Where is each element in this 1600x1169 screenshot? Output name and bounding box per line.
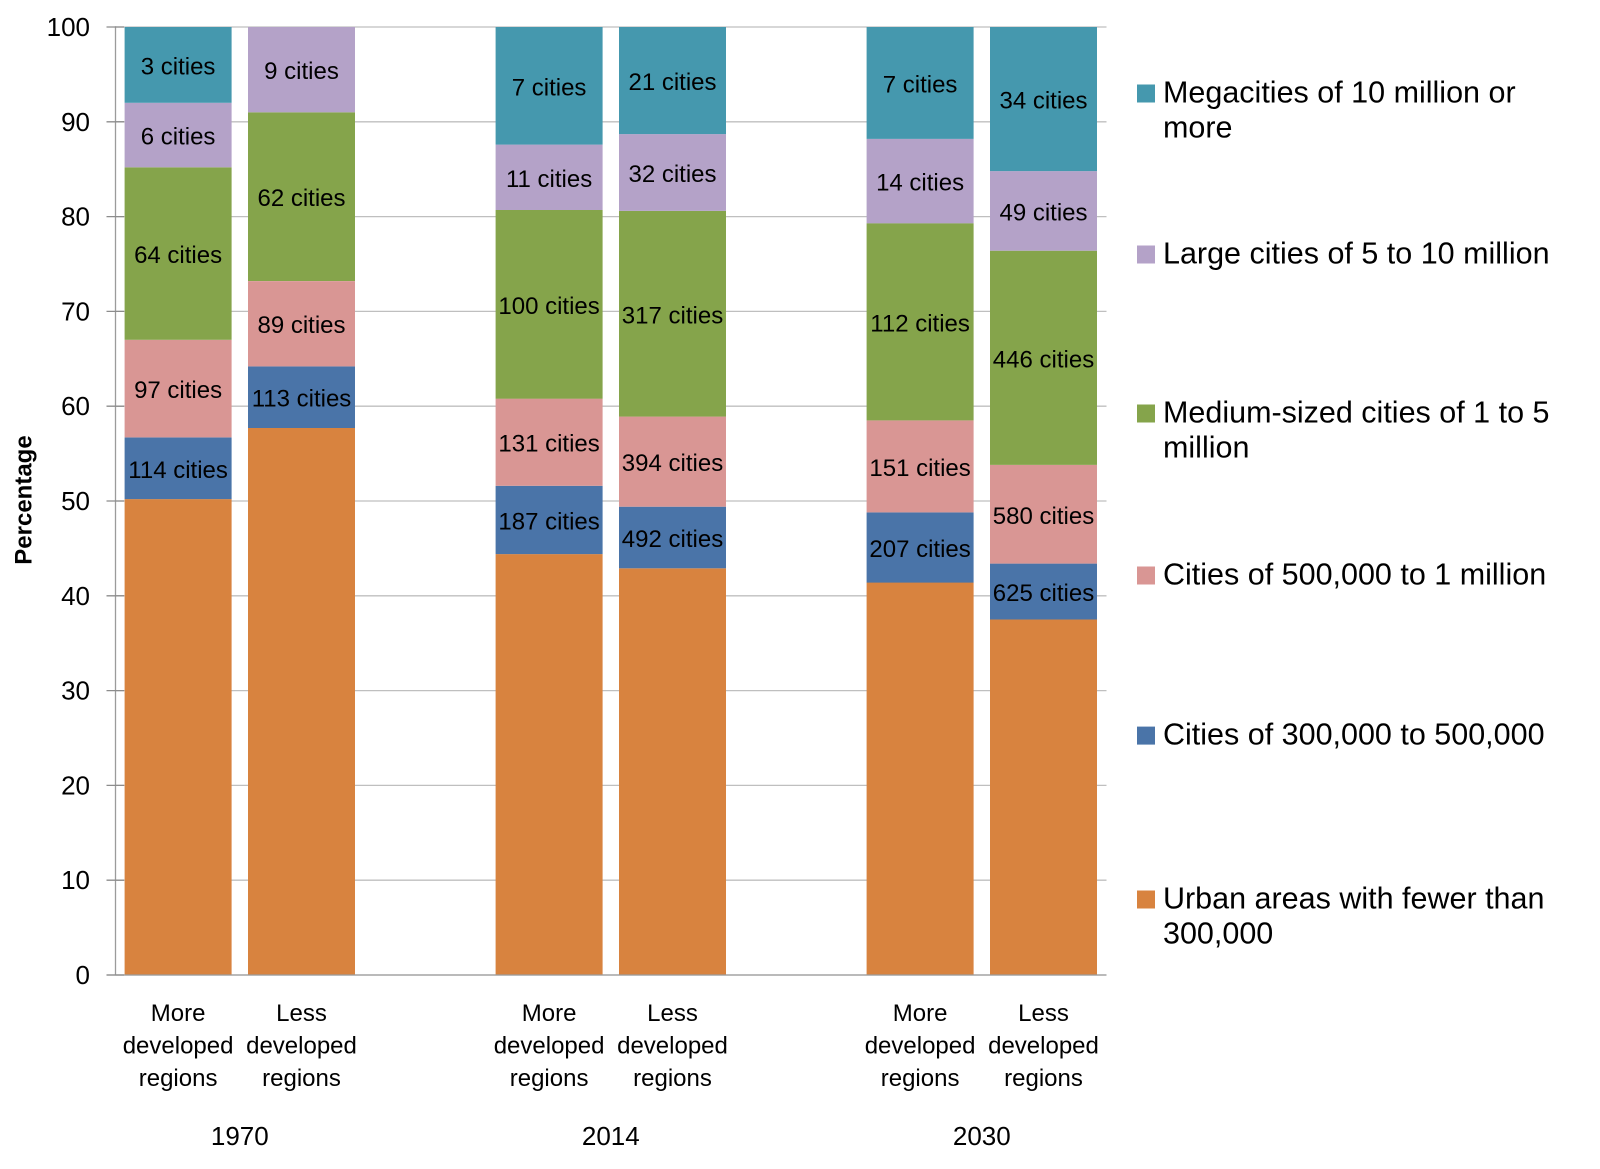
svg-text:Urban areas with fewer than: Urban areas with fewer than: [1163, 882, 1544, 916]
svg-text:187 cities: 187 cities: [498, 509, 599, 536]
svg-text:Less: Less: [647, 1000, 698, 1027]
svg-text:regions: regions: [139, 1065, 218, 1092]
svg-text:446 cities: 446 cities: [993, 346, 1094, 373]
svg-text:Cities of 500,000 to 1 million: Cities of 500,000 to 1 million: [1163, 558, 1546, 592]
svg-text:Medium-sized cities of 1 to 5: Medium-sized cities of 1 to 5: [1163, 396, 1550, 430]
svg-text:6 cities: 6 cities: [141, 124, 216, 151]
svg-text:300,000: 300,000: [1163, 917, 1273, 951]
svg-text:more: more: [1163, 111, 1233, 145]
svg-text:60: 60: [61, 391, 90, 421]
svg-text:11 cities: 11 cities: [506, 166, 592, 193]
svg-text:62 cities: 62 cities: [257, 185, 345, 212]
svg-text:Megacities of 10 million or: Megacities of 10 million or: [1163, 76, 1516, 110]
svg-text:97 cities: 97 cities: [134, 377, 222, 404]
svg-text:70: 70: [61, 296, 90, 326]
svg-text:regions: regions: [881, 1065, 960, 1092]
svg-text:million: million: [1163, 431, 1249, 465]
svg-text:regions: regions: [1004, 1065, 1083, 1092]
svg-text:3 cities: 3 cities: [141, 53, 216, 80]
svg-text:More: More: [522, 1000, 577, 1027]
svg-text:30: 30: [61, 676, 90, 706]
svg-text:Cities of 300,000 to 500,000: Cities of 300,000 to 500,000: [1163, 718, 1545, 752]
svg-text:developed: developed: [123, 1033, 234, 1060]
svg-text:10: 10: [61, 865, 90, 895]
svg-text:More: More: [893, 1000, 948, 1027]
svg-text:Less: Less: [1018, 1000, 1069, 1027]
svg-text:90: 90: [61, 107, 90, 137]
svg-text:regions: regions: [262, 1065, 341, 1092]
svg-text:100 cities: 100 cities: [498, 293, 599, 320]
svg-text:2030: 2030: [953, 1121, 1011, 1151]
svg-text:49 cities: 49 cities: [999, 199, 1087, 226]
svg-text:100: 100: [47, 12, 90, 42]
svg-text:Less: Less: [276, 1000, 327, 1027]
svg-text:Large cities of 5 to 10 millio: Large cities of 5 to 10 million: [1163, 237, 1550, 271]
svg-text:151 cities: 151 cities: [869, 455, 970, 482]
svg-text:32 cities: 32 cities: [628, 161, 716, 188]
svg-text:207 cities: 207 cities: [869, 536, 970, 563]
svg-text:More: More: [151, 1000, 206, 1027]
svg-text:developed: developed: [246, 1033, 357, 1060]
svg-text:80: 80: [61, 202, 90, 232]
svg-text:developed: developed: [865, 1033, 976, 1060]
svg-text:2014: 2014: [582, 1121, 640, 1151]
svg-text:developed: developed: [988, 1033, 1099, 1060]
svg-text:113 cities: 113 cities: [252, 386, 352, 413]
svg-text:0: 0: [76, 960, 90, 990]
svg-text:21 cities: 21 cities: [628, 69, 716, 96]
svg-text:regions: regions: [510, 1065, 589, 1092]
svg-text:7 cities: 7 cities: [883, 71, 958, 98]
svg-text:Percentage: Percentage: [11, 435, 38, 564]
svg-text:7 cities: 7 cities: [512, 74, 587, 101]
svg-text:394 cities: 394 cities: [622, 450, 723, 477]
svg-text:317 cities: 317 cities: [622, 302, 723, 329]
svg-text:89 cities: 89 cities: [257, 312, 345, 339]
svg-text:developed: developed: [617, 1033, 728, 1060]
svg-text:regions: regions: [633, 1065, 712, 1092]
svg-text:580 cities: 580 cities: [993, 503, 1094, 530]
svg-text:14 cities: 14 cities: [876, 170, 964, 197]
svg-text:9 cities: 9 cities: [264, 58, 339, 85]
svg-text:64 cities: 64 cities: [134, 242, 222, 269]
svg-text:developed: developed: [494, 1033, 605, 1060]
svg-text:40: 40: [61, 581, 90, 611]
svg-text:34 cities: 34 cities: [999, 88, 1087, 115]
svg-text:112 cities: 112 cities: [870, 310, 970, 337]
svg-text:114 cities: 114 cities: [128, 457, 228, 484]
svg-text:1970: 1970: [211, 1121, 269, 1151]
svg-text:131 cities: 131 cities: [498, 431, 599, 458]
svg-text:20: 20: [61, 770, 90, 800]
svg-text:492 cities: 492 cities: [622, 526, 723, 553]
svg-text:625 cities: 625 cities: [993, 580, 1094, 607]
svg-text:50: 50: [61, 486, 90, 516]
